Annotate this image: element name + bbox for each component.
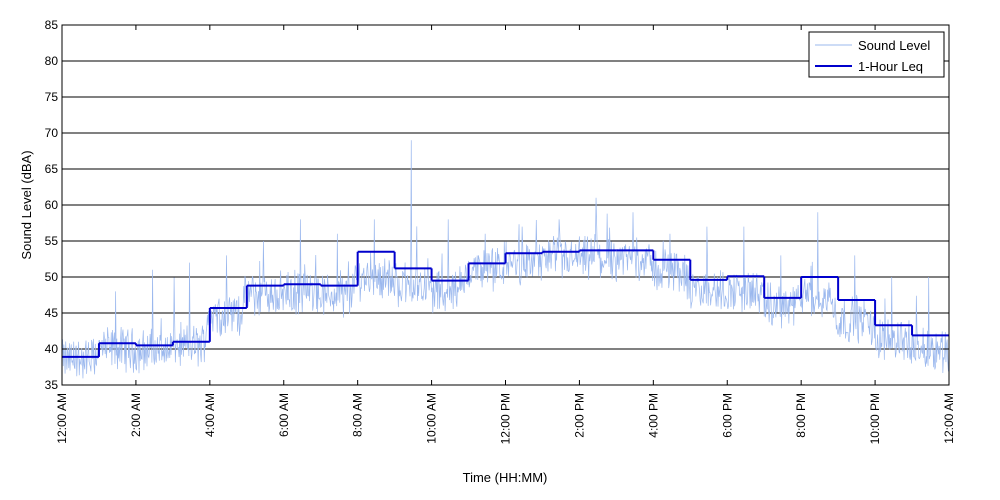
legend-label-sound-level: Sound Level bbox=[858, 38, 930, 53]
x-axis-ticks: 12:00 AM 2:00 AM 4:00 AM 6:00 AM 8:00 AM 10:0… bbox=[55, 25, 956, 444]
horizontal-gridlines bbox=[62, 60, 949, 350]
x-tick-label: 2:00 PM bbox=[572, 393, 586, 438]
x-tick-label: 8:00 AM bbox=[351, 393, 365, 437]
y-tick-label: 75 bbox=[45, 90, 59, 104]
x-tick-label: 8:00 PM bbox=[794, 393, 808, 438]
y-tick-label: 55 bbox=[45, 234, 59, 248]
y-tick-label: 35 bbox=[45, 378, 59, 392]
y-tick-label: 60 bbox=[45, 198, 59, 212]
legend-box bbox=[808, 31, 945, 78]
y-tick-label: 45 bbox=[45, 306, 59, 320]
y-tick-label: 50 bbox=[45, 270, 59, 284]
y-tick-label: 85 bbox=[45, 18, 59, 32]
x-tick-label: 10:00 PM bbox=[868, 393, 882, 444]
x-tick-label: 12:00 AM bbox=[942, 393, 956, 444]
y-axis-ticks: 35 40 45 50 55 60 65 70 75 80 85 bbox=[45, 18, 949, 392]
x-tick-label: 2:00 AM bbox=[129, 393, 143, 437]
x-tick-label: 12:00 PM bbox=[499, 393, 513, 444]
y-tick-label: 65 bbox=[45, 162, 59, 176]
legend-label-leq: 1-Hour Leq bbox=[858, 59, 923, 74]
x-tick-label: 4:00 AM bbox=[203, 393, 217, 437]
y-tick-label: 80 bbox=[45, 54, 59, 68]
x-tick-label: 6:00 AM bbox=[277, 393, 291, 437]
legend: Sound Level 1-Hour Leq bbox=[808, 31, 945, 78]
x-tick-label: 6:00 PM bbox=[720, 393, 734, 438]
x-axis-label: Time (HH:MM) bbox=[463, 470, 548, 485]
x-tick-label: 12:00 AM bbox=[55, 393, 69, 444]
y-tick-label: 70 bbox=[45, 126, 59, 140]
y-tick-label: 40 bbox=[45, 342, 59, 356]
x-tick-label: 4:00 PM bbox=[646, 393, 660, 438]
x-tick-label: 10:00 AM bbox=[425, 393, 439, 444]
leq-series bbox=[62, 249, 949, 358]
y-axis-label: Sound Level (dBA) bbox=[19, 150, 34, 259]
